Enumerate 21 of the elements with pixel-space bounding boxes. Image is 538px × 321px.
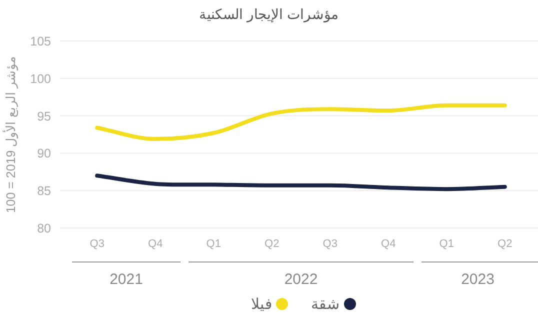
text: 2022 bbox=[284, 271, 318, 288]
legend-label: فيلا bbox=[251, 296, 272, 313]
y-tick-label: 95 bbox=[37, 109, 52, 124]
y-tick-label: 100 bbox=[30, 72, 52, 86]
x-tick-label: Q4 bbox=[381, 238, 396, 250]
text: 2023 bbox=[461, 271, 494, 288]
text: 2021 bbox=[110, 271, 143, 288]
x-tick-label: Q2 bbox=[264, 238, 280, 250]
x-tick-label: Q3 bbox=[322, 238, 338, 250]
x-tick-label: Q3 bbox=[90, 238, 104, 250]
x-tick-label: Q1 bbox=[206, 238, 221, 250]
y-tick-label: 105 bbox=[30, 34, 52, 48]
x-tick-label: Q4 bbox=[148, 238, 163, 250]
chart-title: مؤشرات الإيجار السكنية bbox=[199, 6, 339, 23]
y-axis-title: مؤشر الربع الأول 2019 = 100 bbox=[2, 56, 19, 214]
y-tick-label: 90 bbox=[37, 146, 52, 161]
x-tick-label: Q2 bbox=[498, 238, 512, 250]
y-tick-label: 80 bbox=[37, 222, 52, 236]
y-tick-label: 85 bbox=[37, 184, 52, 198]
legend-label: شقة bbox=[311, 296, 340, 313]
x-tick-label: Q1 bbox=[439, 238, 454, 250]
